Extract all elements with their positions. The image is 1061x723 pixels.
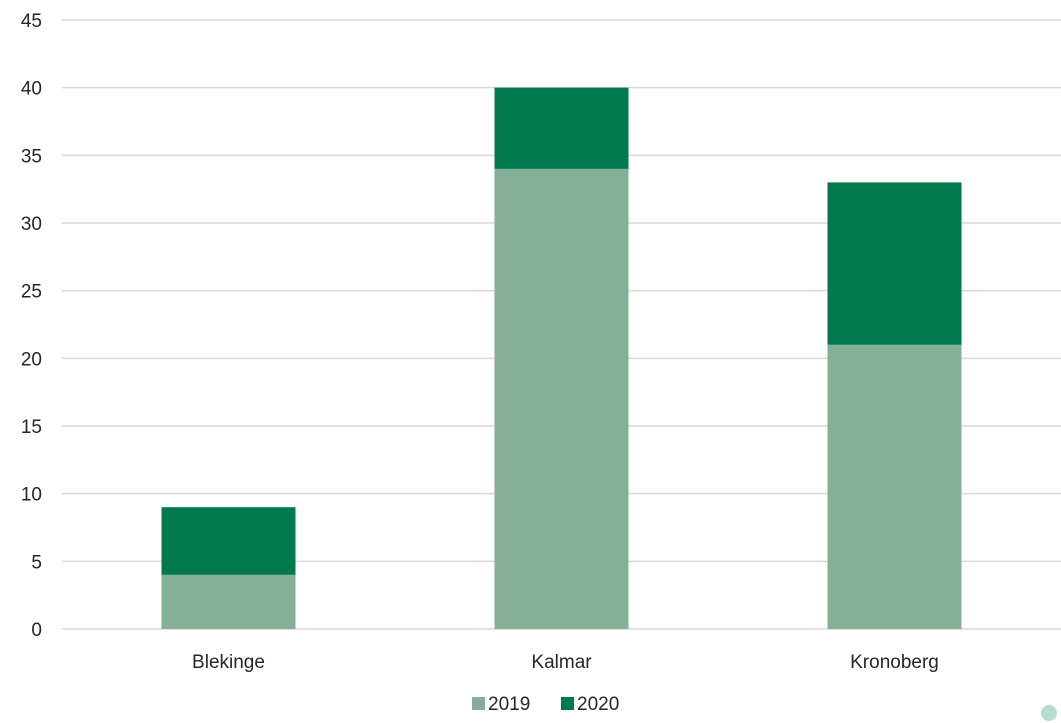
legend-item-2019: 2019 — [472, 694, 530, 715]
bar-kronoberg-2019 — [827, 344, 962, 629]
legend-item-2020: 2020 — [561, 694, 619, 715]
y-tick-label: 5 — [31, 552, 42, 573]
legend-label: 2019 — [488, 694, 530, 715]
corner-decoration-dot — [1041, 705, 1057, 721]
bar-kalmar-2020 — [494, 87, 629, 169]
x-category-label: Kalmar — [531, 652, 592, 673]
y-tick-label: 20 — [21, 349, 42, 370]
legend: 2019 2020 — [472, 694, 619, 715]
bar-blekinge-2020 — [161, 507, 296, 575]
legend-swatch — [472, 697, 485, 710]
y-tick-label: 10 — [21, 485, 42, 506]
y-tick-label: 15 — [21, 417, 42, 438]
x-category-label: Blekinge — [192, 652, 265, 673]
y-tick-label: 0 — [31, 620, 42, 641]
y-tick-label: 45 — [21, 11, 42, 32]
y-axis-tick-labels: 0 5 10 15 20 25 30 35 40 45 — [21, 11, 42, 641]
x-category-label: Kronoberg — [850, 652, 939, 673]
legend-label: 2020 — [577, 694, 619, 715]
bar-kronoberg-2020 — [827, 182, 962, 345]
y-tick-label: 25 — [21, 282, 42, 303]
legend-swatch — [561, 697, 574, 710]
bar-blekinge-2019 — [161, 574, 296, 629]
y-tick-label: 40 — [21, 79, 42, 100]
bar-kalmar-2019 — [494, 168, 629, 629]
bars — [161, 87, 962, 629]
y-tick-label: 30 — [21, 214, 42, 235]
y-tick-label: 35 — [21, 146, 42, 167]
x-axis-category-labels: Blekinge Kalmar Kronoberg — [192, 652, 939, 673]
